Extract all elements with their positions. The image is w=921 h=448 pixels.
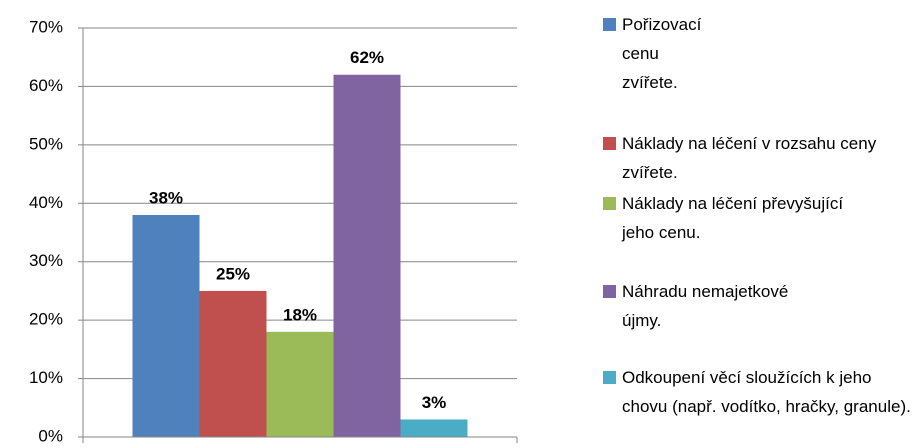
y-tick-label: 30% bbox=[29, 251, 63, 270]
bar bbox=[132, 214, 200, 437]
legend-label: Náhradu nemajetkové újmy. bbox=[622, 282, 789, 330]
y-tick-label: 0% bbox=[38, 426, 63, 445]
legend-entry: Náklady na léčení převyšující jeho cenu. bbox=[603, 189, 852, 247]
legend-entry: Odkoupení věcí sloužících k jeho chovu (… bbox=[603, 363, 921, 421]
legend-swatch bbox=[603, 197, 616, 210]
legend-entry: Náhradu nemajetkové újmy. bbox=[603, 277, 832, 335]
bar bbox=[266, 331, 334, 437]
bar bbox=[400, 419, 468, 437]
y-tick-label: 70% bbox=[29, 17, 63, 36]
legend-label: Náklady na léčení v rozsahu ceny zvířete… bbox=[622, 134, 877, 182]
value-label: 18% bbox=[283, 305, 317, 324]
y-tick-label: 10% bbox=[29, 368, 63, 387]
legend-swatch bbox=[603, 285, 616, 298]
legend-label: Náklady na léčení převyšující jeho cenu. bbox=[622, 194, 844, 242]
legend-swatch bbox=[603, 371, 616, 384]
bar bbox=[199, 290, 267, 437]
value-label: 38% bbox=[149, 188, 183, 207]
value-label: 25% bbox=[216, 264, 250, 283]
legend-label: Pořizovací cenu zvířete. bbox=[622, 15, 702, 92]
y-tick-label: 60% bbox=[29, 76, 63, 95]
legend-label: Odkoupení věcí sloužících k jeho chovu (… bbox=[622, 368, 911, 416]
legend-swatch bbox=[603, 18, 616, 31]
y-tick-label: 40% bbox=[29, 193, 63, 212]
value-label: 3% bbox=[422, 393, 447, 412]
bar bbox=[333, 74, 401, 437]
value-label: 62% bbox=[350, 48, 384, 67]
y-tick-label: 20% bbox=[29, 310, 63, 329]
legend-swatch bbox=[603, 137, 616, 150]
legend-entry: Náklady na léčení v rozsahu ceny zvířete… bbox=[603, 129, 921, 187]
y-tick-label: 50% bbox=[29, 134, 63, 153]
legend-entry: Pořizovací cenu zvířete. bbox=[603, 10, 701, 97]
